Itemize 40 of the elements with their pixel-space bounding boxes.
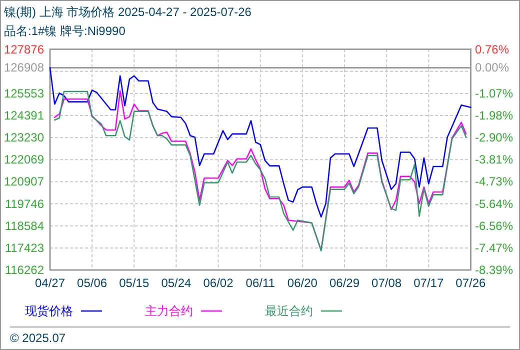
y2-tick-label: -2.90% xyxy=(475,130,514,145)
x-tick-label: 07/08 xyxy=(372,276,402,290)
y-tick-label: 123230 xyxy=(4,130,44,145)
chart-title: 镍(期) 上海 市场价格 2025-04-27 - 2025-07-26 xyxy=(3,5,252,19)
x-tick-label: 06/02 xyxy=(203,276,234,290)
chart-subtitle: 品名:1#镍 牌号:Ni9990 xyxy=(4,24,126,38)
legend-label: 现货价格 xyxy=(25,304,73,318)
y-tick-label: 125553 xyxy=(4,86,44,100)
y2-tick-label: -6.56% xyxy=(475,218,514,233)
y-tick-label: 117423 xyxy=(4,240,44,255)
x-tick-label: 05/24 xyxy=(161,276,192,290)
y2-tick-label: -7.47% xyxy=(475,240,514,255)
text: © 2025.07 xyxy=(10,331,66,345)
x-tick-label: 05/06 xyxy=(77,276,108,290)
y2-tick-label: -4.73% xyxy=(475,174,514,189)
y-tick-label: 126908 xyxy=(4,60,44,75)
x-tick-label: 06/29 xyxy=(329,276,360,290)
legend-label: 最近合约 xyxy=(265,304,313,318)
x-tick-label: 05/15 xyxy=(119,276,150,290)
x-tick-label: 07/26 xyxy=(456,276,486,290)
y-tick-label: 116262 xyxy=(4,263,44,277)
x-tick-label: 06/11 xyxy=(246,276,276,290)
y-tick-label: 122069 xyxy=(4,152,44,167)
x-tick-label: 04/27 xyxy=(34,276,66,290)
legend-label: 主力合约 xyxy=(145,304,193,318)
x-tick-label: 07/17 xyxy=(414,276,444,290)
y2-tick-label: -3.81% xyxy=(475,152,514,167)
y2-tick-label: -1.07% xyxy=(475,86,514,100)
line-series xyxy=(49,67,472,218)
y2-tick-label: 0.76% xyxy=(475,42,510,56)
y2-tick-label: -1.98% xyxy=(475,108,514,123)
y-tick-label: 127876 xyxy=(4,42,44,56)
y2-tick-label: 0.00% xyxy=(475,60,510,75)
y2-tick-label: -5.64% xyxy=(475,196,514,211)
y-tick-label: 124391 xyxy=(4,108,44,123)
x-tick-label: 06/20 xyxy=(287,276,318,290)
y2-tick-label: -8.39% xyxy=(475,263,514,277)
y-tick-label: 118584 xyxy=(4,218,44,233)
y-tick-label: 120907 xyxy=(4,174,44,189)
y-tick-label: 119746 xyxy=(4,196,44,211)
